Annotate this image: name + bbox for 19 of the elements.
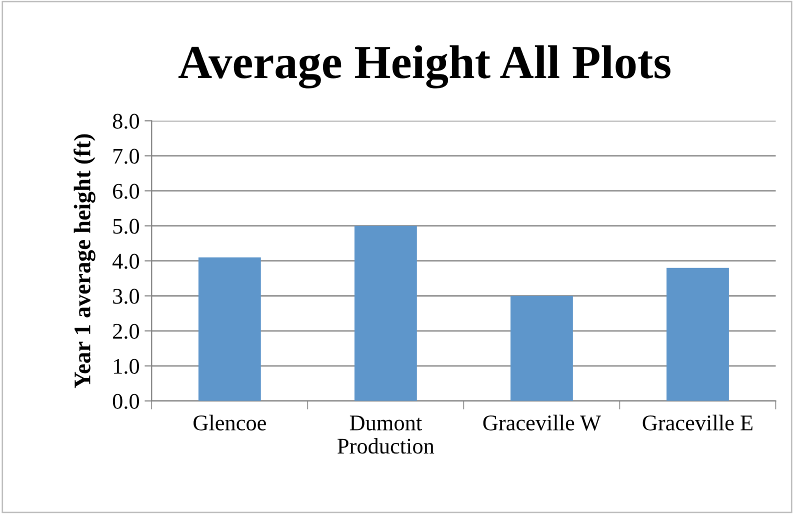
y-tick-label: 4.0 — [112, 254, 139, 269]
y-tick-label: 3.0 — [113, 288, 139, 304]
bar — [666, 268, 729, 401]
y-tick-label: 2.0 — [113, 324, 139, 339]
x-tick-label: Graceville W — [483, 414, 601, 431]
y-tick-label: 5.0 — [113, 218, 139, 234]
bar — [354, 226, 417, 401]
y-tick-label: 1.0 — [114, 358, 139, 374]
y-tick-label: 7.0 — [114, 148, 139, 164]
y-tick-label: 6.0 — [113, 184, 139, 199]
y-tick-label: 8.0 — [112, 114, 139, 129]
x-tick-label: Graceville E — [642, 414, 752, 430]
y-tick-label: 0.0 — [112, 394, 139, 409]
x-tick-label: Glencoe — [194, 414, 266, 430]
bar — [510, 296, 573, 401]
y-axis-title: Year 1 average height (ft) — [74, 134, 96, 388]
chart-title: Average Height All Plots — [178, 45, 670, 88]
bar — [198, 257, 261, 401]
x-tick-label: Dumont Production — [338, 416, 434, 454]
